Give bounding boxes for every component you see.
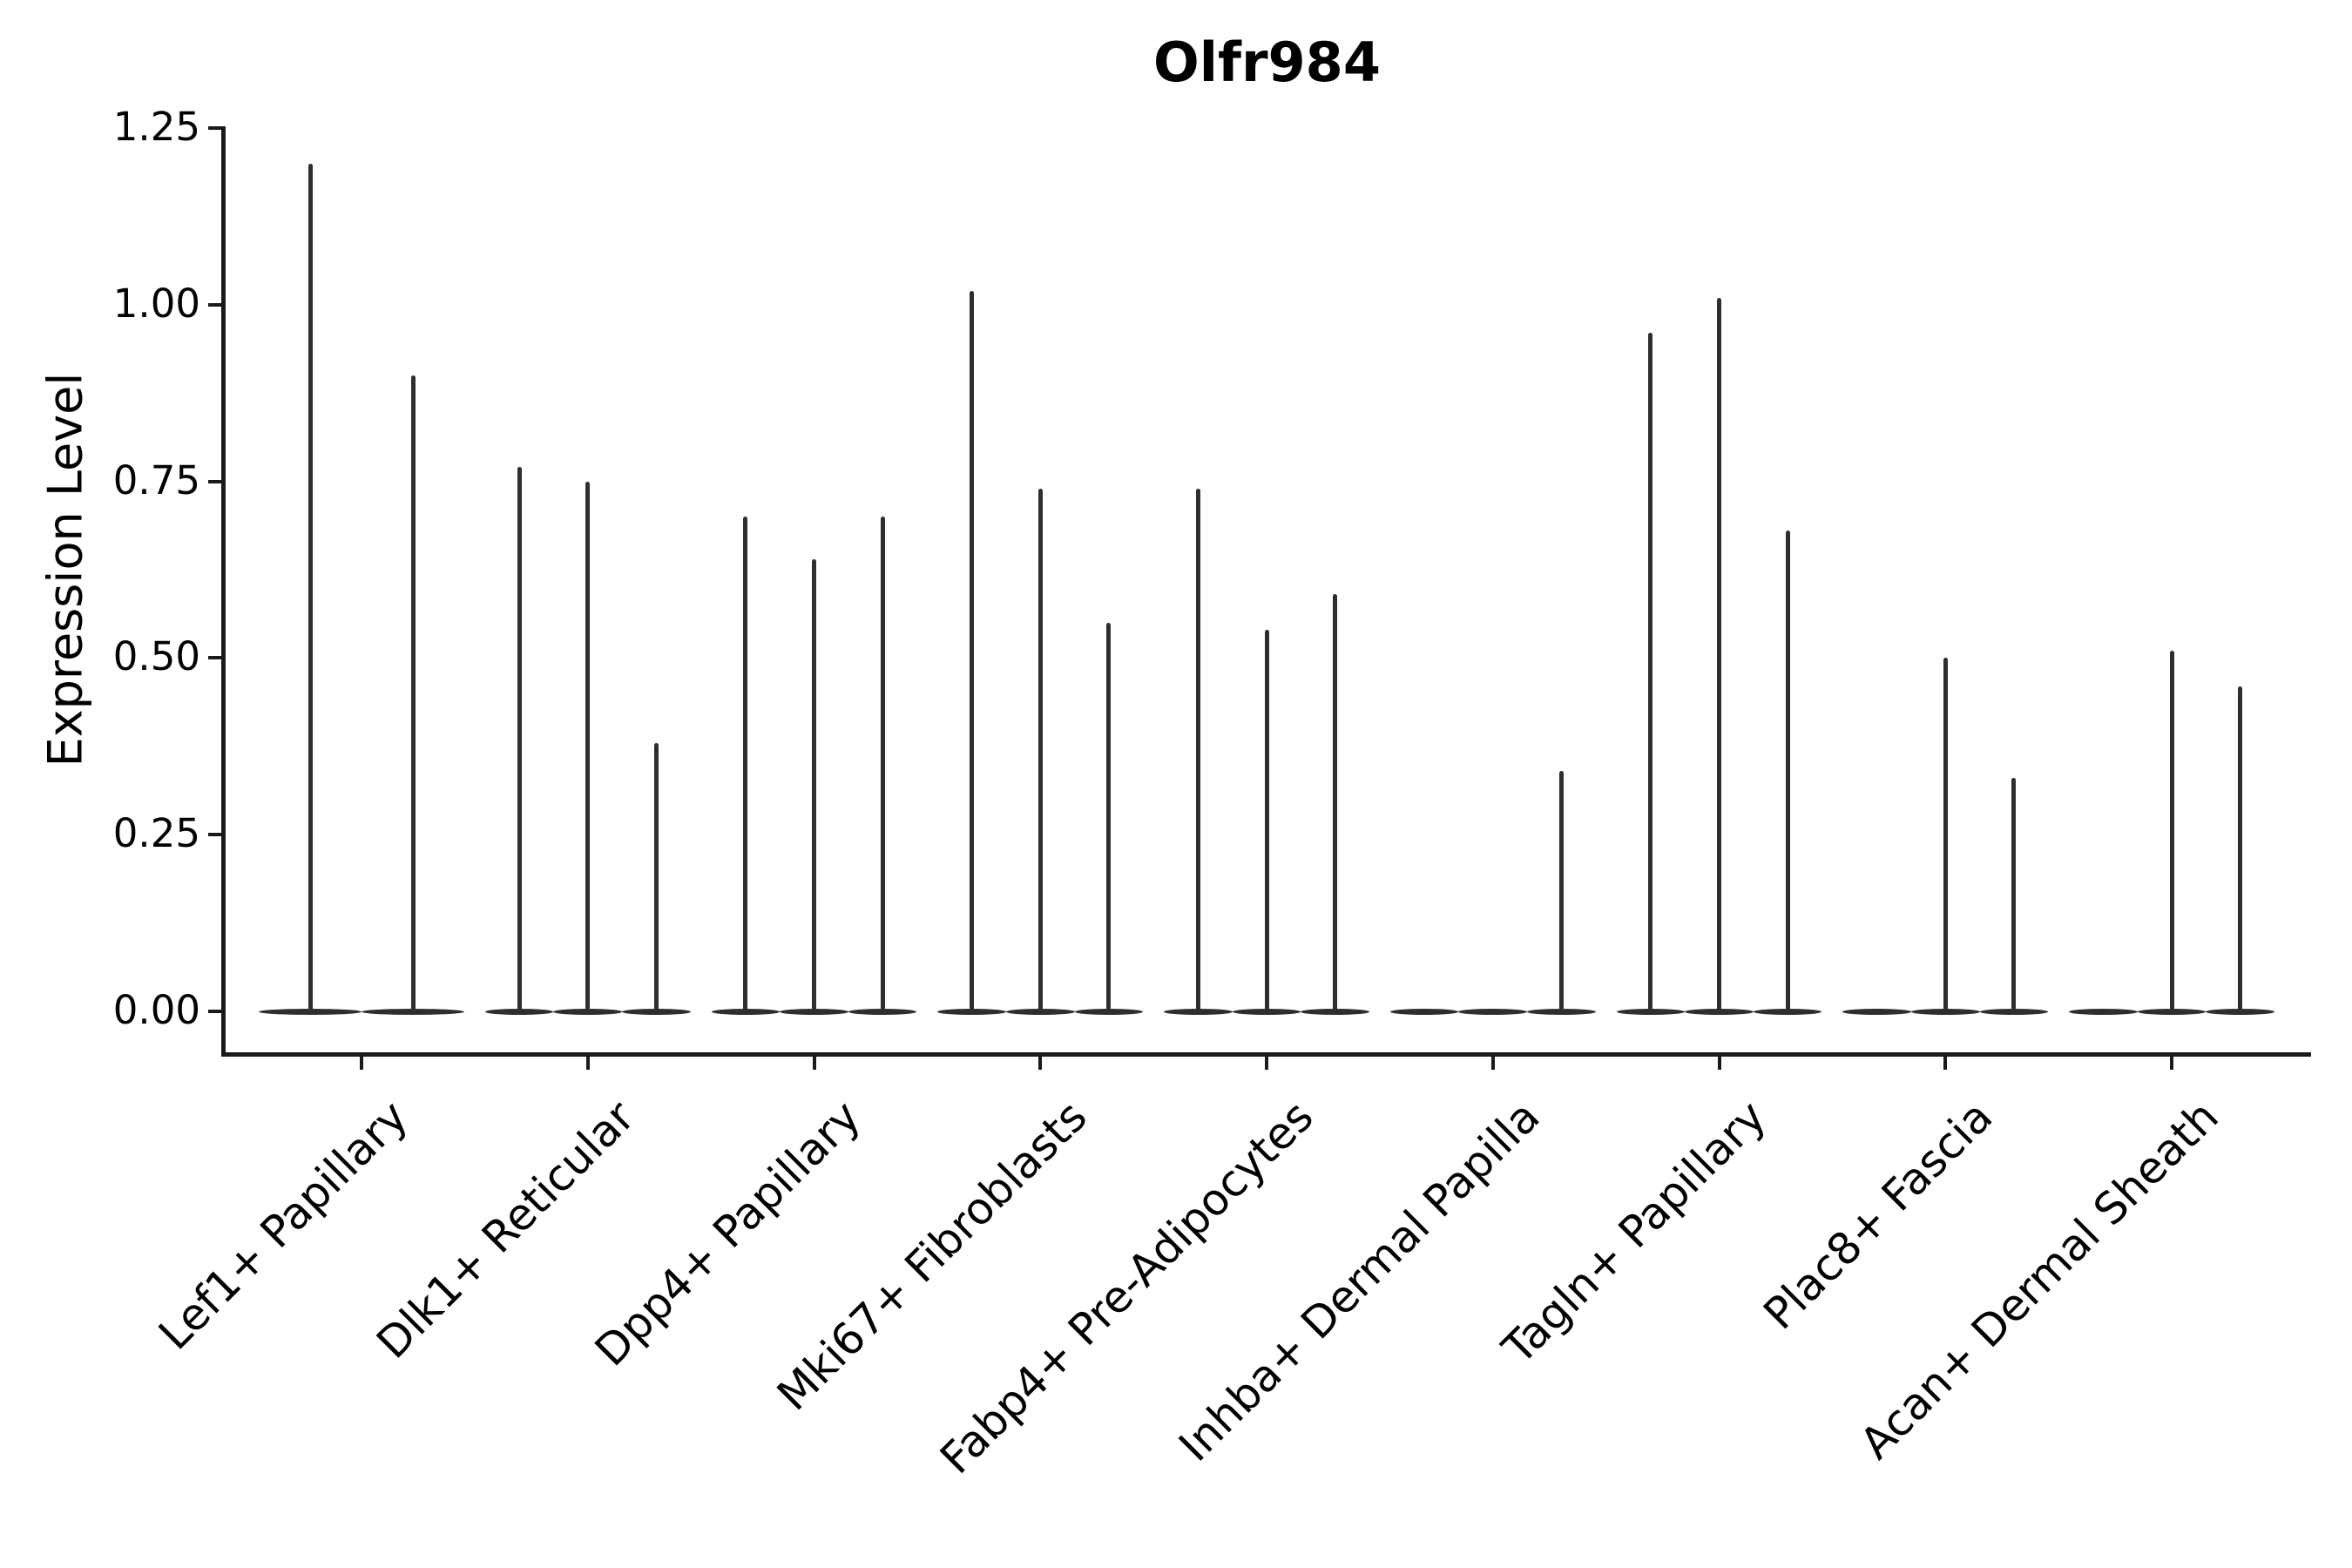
x-tick-label: Lef1+ Papillary <box>149 1091 418 1360</box>
y-tick <box>208 302 223 307</box>
violin-spike <box>410 375 416 1013</box>
y-tick <box>208 479 223 483</box>
violin-spike <box>1264 629 1269 1013</box>
violin-spike <box>308 163 313 1013</box>
violin-spike <box>970 290 975 1013</box>
y-tick-label: 0.75 <box>112 456 200 504</box>
violin-spike <box>2169 651 2174 1013</box>
x-tick <box>1038 1056 1043 1070</box>
violin-base <box>1842 1008 1911 1015</box>
x-tick <box>2170 1056 2173 1070</box>
y-tick <box>208 656 223 660</box>
x-tick <box>585 1056 590 1070</box>
violin-spike <box>2011 778 2017 1013</box>
violin-spike <box>1195 488 1200 1013</box>
y-tick-label: 0.25 <box>112 810 200 857</box>
violin-spike <box>1648 333 1653 1013</box>
y-tick <box>208 1010 223 1013</box>
y-tick <box>208 126 223 130</box>
violin-spike <box>2238 686 2243 1013</box>
x-tick <box>360 1056 363 1070</box>
violin-base <box>2069 1008 2138 1015</box>
violin-spike <box>1717 297 1721 1013</box>
x-tick <box>1265 1056 1268 1070</box>
violin-spike <box>517 467 522 1013</box>
violin-spike <box>1785 531 1790 1013</box>
x-tick <box>1490 1056 1495 1070</box>
violin-spike <box>1106 622 1112 1013</box>
y-tick <box>208 833 223 837</box>
x-tick-label: Plac8+ Fascia <box>1754 1091 2002 1340</box>
violin-spike <box>1333 594 1338 1013</box>
violin-base <box>1458 1008 1528 1015</box>
y-tick-label: 1.00 <box>112 280 200 327</box>
violin-spike <box>880 517 885 1013</box>
violin-base <box>1389 1008 1459 1015</box>
violin-spike <box>743 517 748 1013</box>
y-axis-spine <box>221 126 226 1057</box>
x-tick-label: Inhba+ Dermal Papilla <box>1169 1091 1550 1471</box>
violin-spike <box>585 481 591 1013</box>
violin-spike <box>1558 771 1564 1013</box>
x-axis-spine <box>221 1052 2311 1057</box>
violin-spike <box>653 742 659 1013</box>
x-tick <box>1717 1056 1721 1070</box>
y-tick-label: 0.50 <box>112 633 200 680</box>
y-tick-label: 0.00 <box>112 987 200 1033</box>
x-tick <box>812 1056 816 1070</box>
violin-spike <box>1037 488 1043 1013</box>
violin-spike <box>812 558 816 1013</box>
y-tick-label: 1.25 <box>112 104 200 150</box>
chart-title: Olfr984 <box>1153 30 1381 94</box>
x-tick <box>1943 1056 1948 1070</box>
x-tick-label: Fabp4+ Pre-Adipocytes <box>930 1091 1323 1484</box>
violin-spike <box>1943 658 1948 1013</box>
